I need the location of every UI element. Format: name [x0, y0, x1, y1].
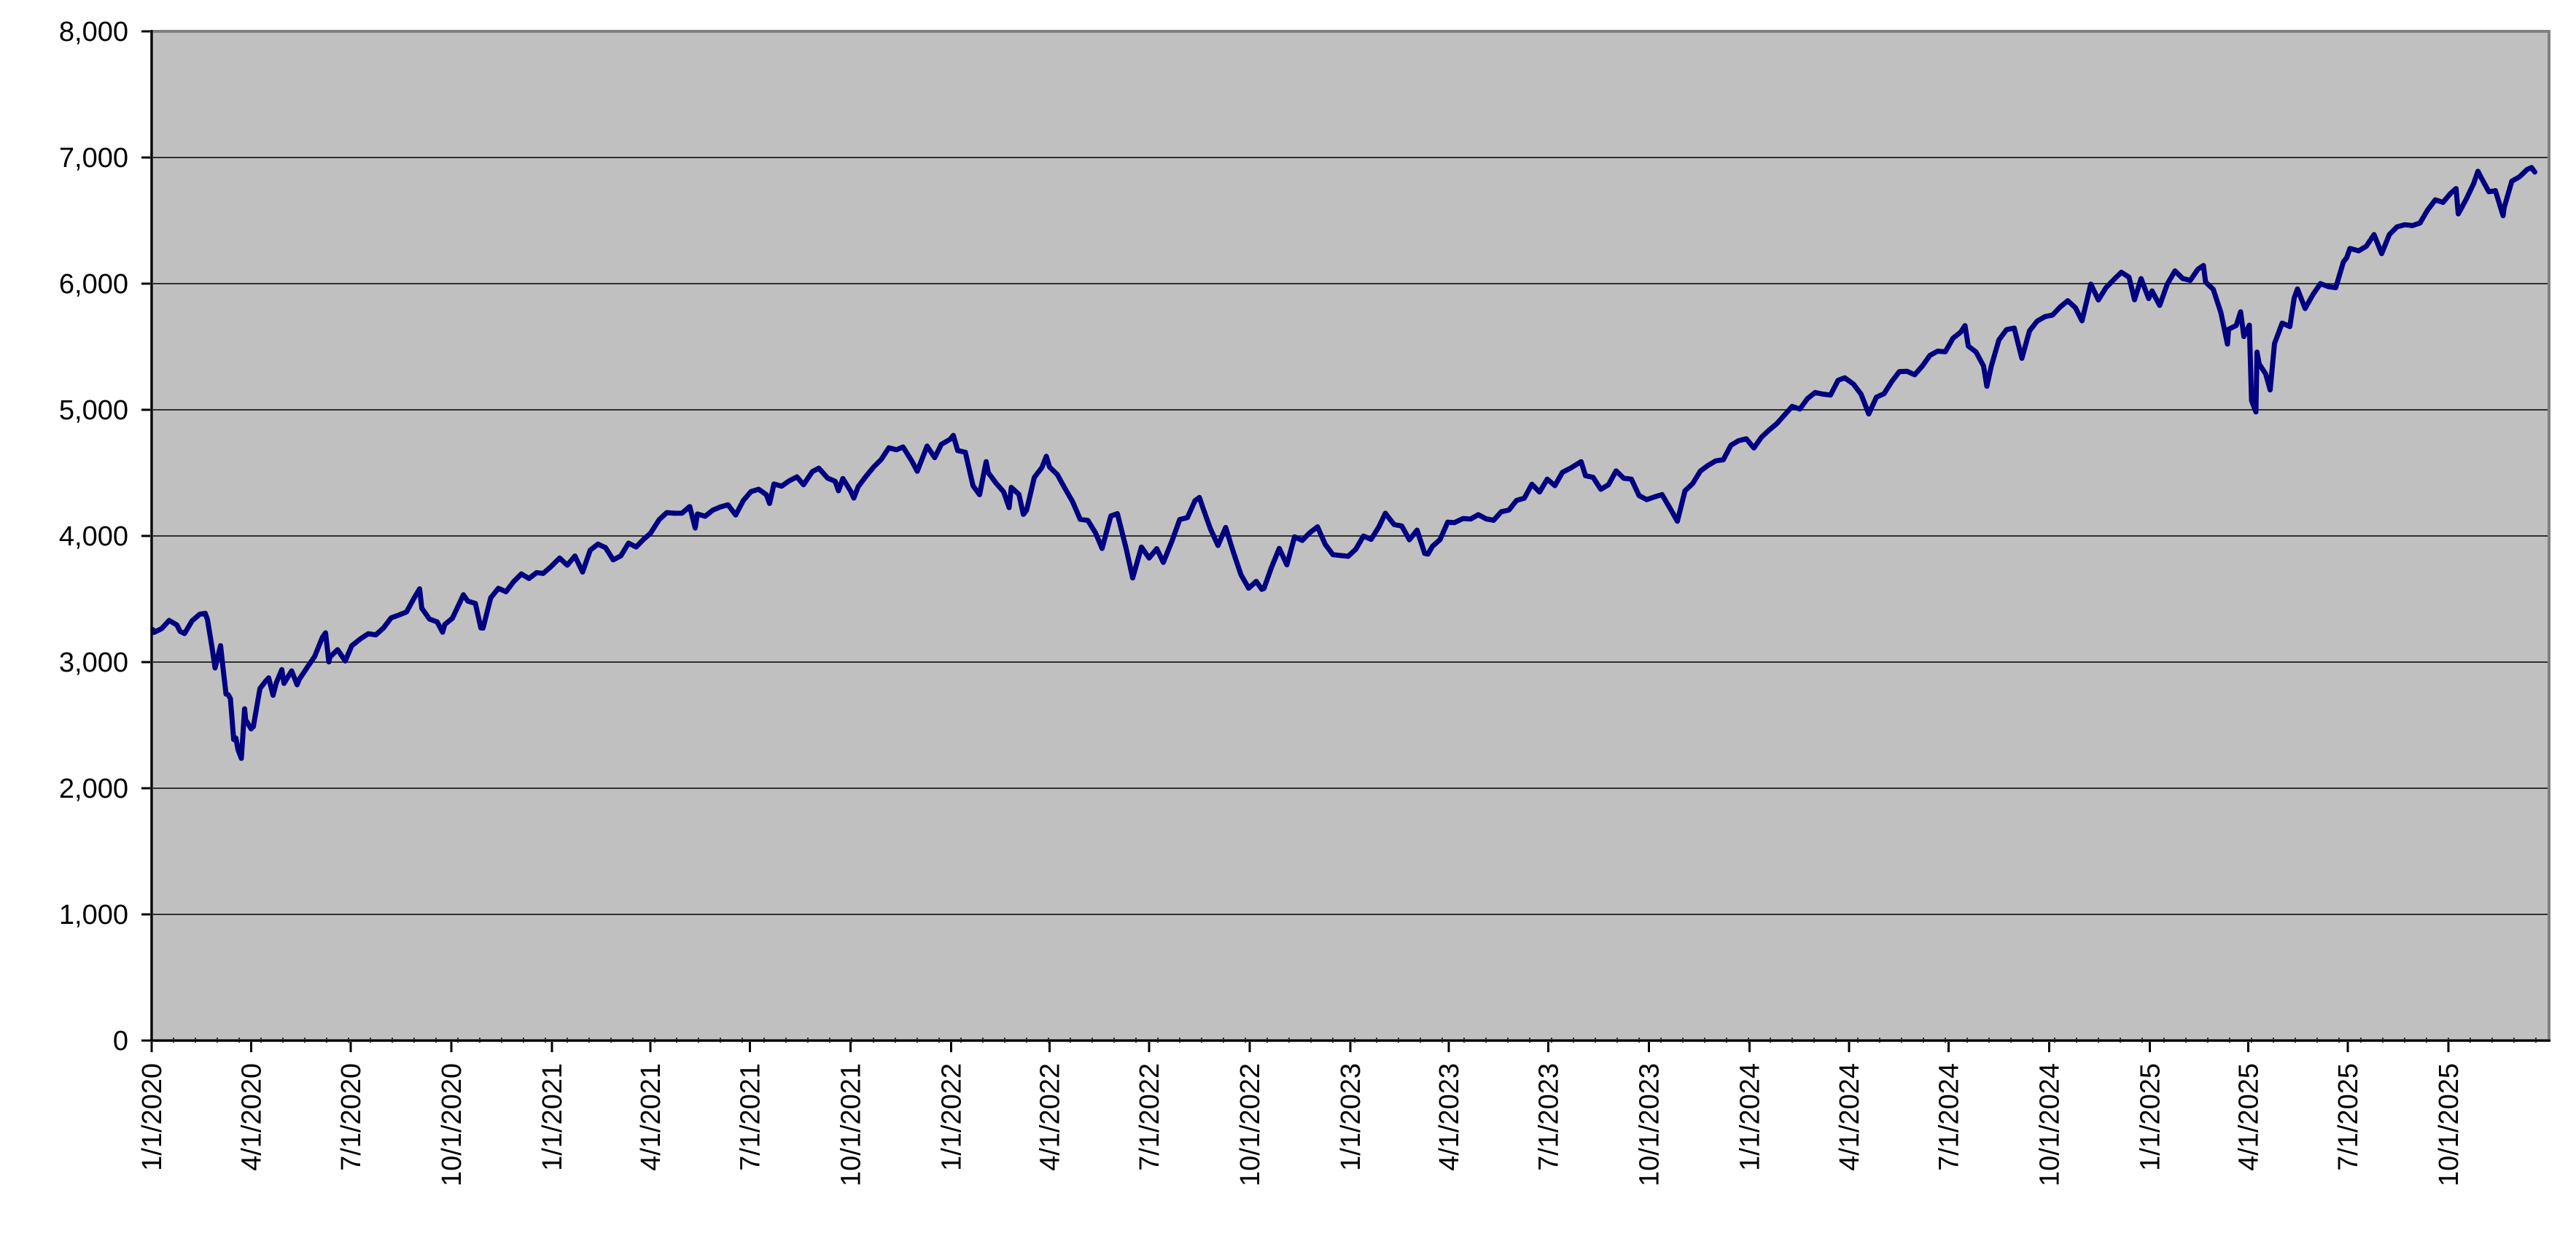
y-axis-label: 0 [113, 1026, 128, 1057]
x-axis-label: 7/1/2022 [1135, 1063, 1165, 1171]
x-axis-label: 1/1/2025 [2136, 1063, 2166, 1171]
y-axis-label: 1,000 [59, 900, 128, 930]
x-axis-label: 7/1/2023 [1534, 1063, 1565, 1171]
x-axis-label: 1/1/2021 [537, 1063, 568, 1171]
x-axis-label: 4/1/2024 [1834, 1063, 1865, 1171]
y-axis-label: 2,000 [59, 774, 128, 804]
x-axis-label: 7/1/2024 [1934, 1063, 1965, 1171]
price-line [150, 165, 2537, 761]
x-axis-label: 1/1/2024 [1735, 1063, 1766, 1171]
x-axis-label: 4/1/2025 [2234, 1063, 2265, 1171]
y-axis-label: 5,000 [59, 395, 128, 426]
x-axis-label: 10/1/2024 [2035, 1063, 2066, 1186]
y-axis-label: 7,000 [59, 143, 128, 174]
y-axis-label: 6,000 [59, 269, 128, 300]
y-axis-labels: 0 1,000 2,000 3,000 4,000 5,000 6,000 7,000 8,00… [59, 17, 128, 1057]
x-axis-label: 7/1/2025 [2333, 1063, 2364, 1171]
x-axis-label: 4/1/2020 [237, 1063, 268, 1171]
x-axis-label: 7/1/2021 [736, 1063, 766, 1171]
x-axis-labels: 1/1/2020 4/1/2020 7/1/2020 10/1/2020 1/1/202… [137, 1063, 2464, 1186]
x-axis-label: 7/1/2020 [336, 1063, 367, 1171]
axis-ticks [141, 30, 2450, 1052]
y-axis-label: 8,000 [59, 17, 128, 47]
x-axis-label: 10/1/2025 [2434, 1063, 2464, 1186]
x-axis-label: 10/1/2023 [1635, 1063, 1665, 1186]
x-axis-label: 1/1/2020 [137, 1063, 168, 1171]
x-axis-label: 10/1/2022 [1235, 1063, 1266, 1186]
x-axis-label: 1/1/2022 [937, 1063, 968, 1171]
y-axis-label: 3,000 [59, 648, 128, 678]
x-axis-label: 4/1/2023 [1434, 1063, 1465, 1171]
x-axis-label: 10/1/2020 [437, 1063, 467, 1186]
y-axis-label: 4,000 [59, 521, 128, 552]
x-axis-label: 4/1/2022 [1035, 1063, 1066, 1171]
x-axis-label: 1/1/2023 [1336, 1063, 1366, 1171]
x-axis-label: 10/1/2021 [836, 1063, 867, 1186]
x-axis-label: 4/1/2021 [636, 1063, 666, 1171]
